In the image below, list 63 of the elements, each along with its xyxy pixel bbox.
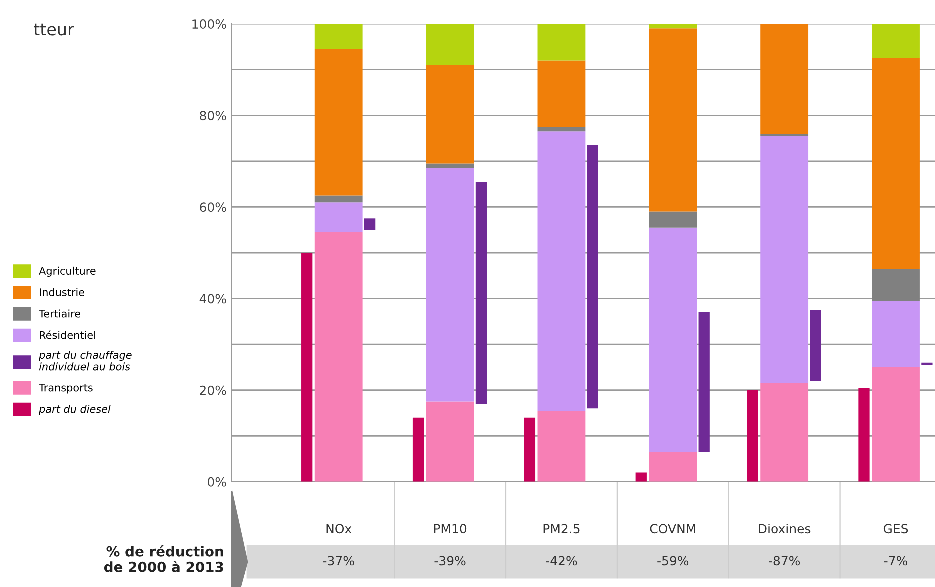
bar xyxy=(412,418,424,482)
bar xyxy=(872,24,920,58)
bar xyxy=(649,452,698,482)
bar xyxy=(649,212,698,228)
text: % de réduction de 2000 à 2013 xyxy=(104,546,224,572)
legend-label: Industrie xyxy=(40,288,84,296)
y-tick-label: 0% xyxy=(208,477,226,487)
bar xyxy=(760,136,809,384)
bar xyxy=(698,312,710,452)
bar xyxy=(426,402,474,482)
legend-label: Transports xyxy=(39,384,93,394)
bar xyxy=(538,24,586,61)
bar xyxy=(524,418,536,482)
bar xyxy=(314,24,363,50)
text: -42% xyxy=(546,556,578,566)
bar xyxy=(872,367,920,482)
bar xyxy=(587,145,598,409)
legend-label: Résidentiel xyxy=(40,330,96,340)
text: -39% xyxy=(434,556,466,566)
bar xyxy=(747,390,758,482)
legend-label: part du diesel xyxy=(39,405,111,416)
bar xyxy=(426,164,474,168)
text: -87% xyxy=(769,556,800,566)
y-tick-label: 100% xyxy=(192,20,226,29)
x-tick-label: PM10 xyxy=(434,524,467,534)
y-tick-label: 80% xyxy=(200,111,226,121)
bar xyxy=(302,252,313,482)
bar xyxy=(760,24,809,134)
y-tick-label: 40% xyxy=(200,294,226,304)
bar xyxy=(426,65,474,164)
y-tick-label: 60% xyxy=(200,202,226,212)
x-tick-label: PM2.5 xyxy=(544,524,580,534)
x-tick-label: COVNM xyxy=(650,524,696,534)
y-tick-label: 20% xyxy=(200,386,226,396)
bar xyxy=(314,196,363,203)
bar xyxy=(538,410,586,482)
bar xyxy=(858,388,870,482)
text: -37% xyxy=(323,556,354,566)
bar xyxy=(538,127,586,132)
bar xyxy=(314,202,363,232)
bar xyxy=(364,218,376,230)
bar xyxy=(314,232,363,482)
legend-label: Tertiaire xyxy=(39,310,80,318)
bar xyxy=(810,310,822,382)
x-tick-label: Dioxines xyxy=(759,524,811,534)
bar xyxy=(636,472,647,482)
bar xyxy=(314,49,363,196)
x-tick-label: NOx xyxy=(326,524,352,534)
bar xyxy=(426,24,474,66)
bar xyxy=(872,58,920,270)
bar xyxy=(538,60,586,128)
legend-label: part du chauffage individuel au bois xyxy=(39,350,132,371)
legend-label: Agriculture xyxy=(39,266,96,278)
x-tick-label: GES xyxy=(884,524,908,534)
bar xyxy=(922,362,933,366)
bar xyxy=(872,301,920,368)
bar xyxy=(760,383,809,482)
bar xyxy=(872,269,920,302)
text: -7% xyxy=(884,556,908,566)
bar xyxy=(476,182,488,404)
text: tteur xyxy=(34,24,74,36)
text: -59% xyxy=(658,556,689,566)
bar xyxy=(649,28,698,212)
